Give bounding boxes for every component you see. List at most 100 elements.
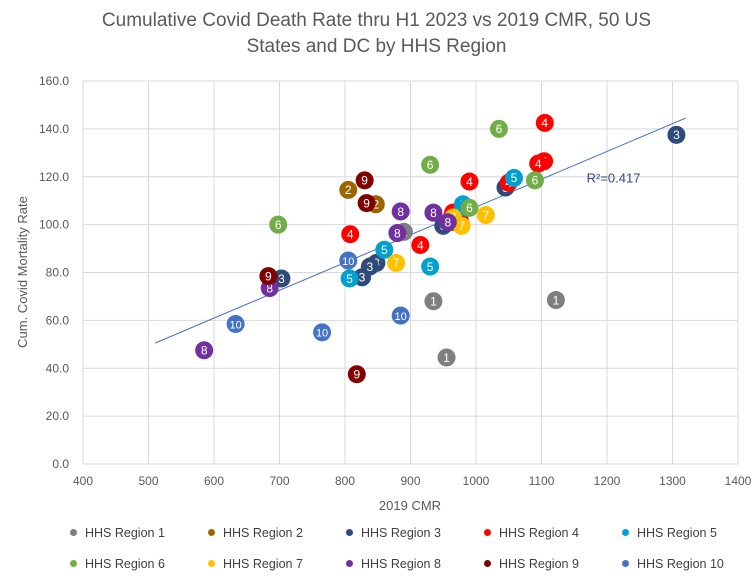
x-tick-label: 1200: [594, 474, 621, 488]
data-point: 8: [195, 341, 214, 360]
data-point: 5: [340, 269, 359, 288]
point-label: 6: [496, 122, 503, 136]
point-label: 4: [541, 116, 548, 130]
data-point: 9: [347, 365, 366, 384]
point-label: 9: [353, 368, 360, 382]
point-marker: [529, 154, 548, 173]
point-label: 4: [347, 228, 354, 242]
point-label: 9: [361, 174, 368, 188]
point-marker: [313, 323, 332, 342]
legend-swatch: [346, 560, 353, 568]
data-point: 6: [460, 198, 479, 217]
point-label: 4: [535, 157, 542, 171]
point-marker: [387, 253, 406, 272]
legend-label: HHS Region 3: [361, 526, 441, 540]
y-tick-label: 40.0: [46, 361, 70, 375]
y-tick-label: 60.0: [46, 313, 70, 327]
point-label: 1: [553, 293, 560, 307]
axes: 400 500 600 700 800 900 1000 1100 1200 1300 1400 0.…: [39, 74, 752, 488]
legend-item: HHS Region 1: [70, 526, 165, 540]
point-marker: [360, 257, 379, 276]
legend-item: HHS Region 8: [346, 557, 441, 571]
point-label: 8: [266, 281, 273, 295]
point-marker: [489, 119, 508, 138]
x-axis-title: 2019 CMR: [379, 498, 441, 513]
x-tick-label: 1000: [463, 474, 490, 488]
y-tick-label: 120.0: [39, 170, 69, 184]
legend-item: HHS Region 5: [622, 526, 717, 540]
point-marker: [421, 155, 440, 174]
point-marker: [424, 292, 443, 311]
legend-label: HHS Region 7: [223, 557, 303, 571]
point-label: 4: [466, 175, 473, 189]
data-point: 8: [388, 224, 407, 243]
point-label: 2: [372, 198, 379, 212]
point-marker: [424, 203, 443, 222]
data-point: 5: [421, 257, 440, 276]
x-tick-label: 800: [335, 474, 355, 488]
legend-swatch: [346, 529, 353, 537]
point-label: 8: [397, 205, 404, 219]
legend-swatch: [622, 529, 629, 537]
chart-title: Cumulative Covid Death Rate thru H1 2023…: [0, 8, 753, 60]
point-marker: [357, 194, 376, 213]
r-squared-label: R²=0.417: [587, 171, 641, 186]
y-tick-label: 160.0: [39, 74, 69, 88]
point-marker: [535, 113, 554, 132]
chart-title-line2: States and DC by HHS Region: [246, 36, 507, 57]
data-point: 8: [438, 213, 457, 232]
point-marker: [339, 180, 358, 199]
data-point: 5: [504, 168, 523, 187]
point-label: 10: [342, 256, 354, 268]
legend-swatch: [208, 560, 215, 568]
data-point: 6: [421, 155, 440, 174]
y-axis-title: Cum. Covid Mortality Rate: [15, 196, 30, 348]
point-label: 5: [511, 171, 518, 185]
point-marker: [437, 348, 456, 367]
legend-label: HHS Region 2: [223, 526, 303, 540]
point-label: 9: [265, 269, 272, 283]
point-label: 3: [359, 271, 366, 285]
point-marker: [667, 125, 686, 144]
point-marker: [341, 225, 360, 244]
trendline-group: R²=0.417: [154, 117, 686, 344]
point-marker: [388, 224, 407, 243]
y-tick-label: 20.0: [46, 409, 70, 423]
point-marker: [269, 215, 288, 234]
legend-item: HHS Region 7: [208, 557, 303, 571]
point-label: 4: [417, 238, 424, 252]
data-point: 8: [424, 203, 443, 222]
x-tick-label: 700: [269, 474, 289, 488]
data-point: 10: [339, 251, 358, 270]
data-point: 4: [411, 235, 430, 254]
data-point: 7: [476, 206, 495, 225]
point-label: 8: [201, 344, 208, 358]
point-marker: [226, 314, 245, 333]
legend-label: HHS Region 9: [499, 557, 579, 571]
point-label: 7: [482, 208, 489, 222]
point-label: 10: [395, 311, 407, 323]
legend-item: HHS Region 6: [70, 557, 165, 571]
point-label: 1: [430, 295, 437, 309]
point-marker: [411, 235, 430, 254]
point-label: 5: [381, 243, 388, 257]
point-label: 5: [427, 260, 434, 274]
y-tick-label: 0.0: [52, 457, 69, 471]
data-point: 9: [355, 171, 374, 190]
legend-swatch: [208, 529, 215, 537]
point-label: 3: [673, 128, 680, 142]
data-point: 9: [357, 194, 376, 213]
point-label: 3: [278, 272, 285, 286]
x-tick-label: 1300: [659, 474, 686, 488]
point-label: 6: [275, 218, 282, 232]
point-label: 5: [346, 272, 353, 286]
legend-label: HHS Region 10: [637, 557, 724, 571]
point-marker: [391, 202, 410, 221]
x-tick-label: 400: [73, 474, 93, 488]
point-marker: [347, 365, 366, 384]
data-point: 6: [489, 119, 508, 138]
data-point: 4: [529, 154, 548, 173]
legend-item: HHS Region 2: [208, 526, 303, 540]
data-point: 4: [460, 172, 479, 191]
